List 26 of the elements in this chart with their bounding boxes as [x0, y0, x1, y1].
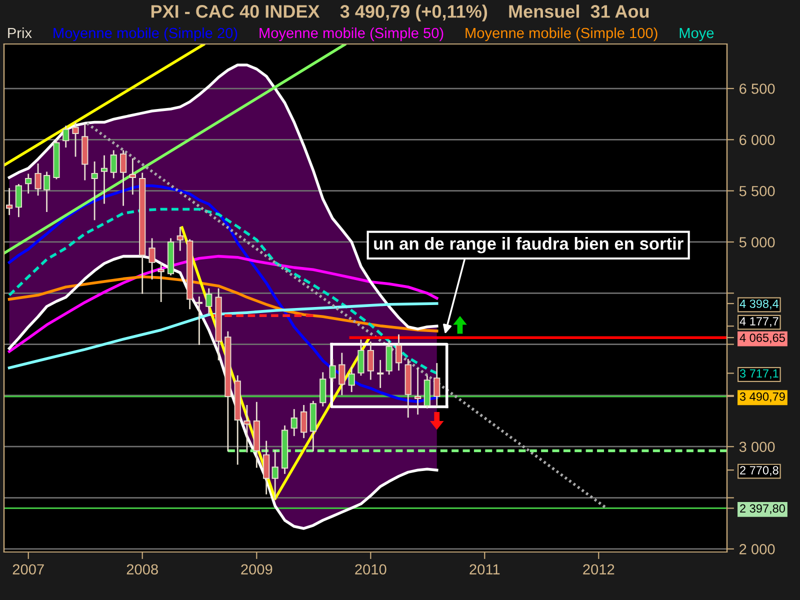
y2-tick-label: 4 398,4 — [740, 300, 779, 310]
y-tick-label: 6 000 — [740, 134, 775, 146]
x-tick-label: 2009 — [241, 564, 272, 575]
text: Moyenne mobile (Simple 100) — [466, 27, 658, 42]
x-tick-label: 2012 — [583, 564, 614, 575]
y2-tick-label: 4 177,7 — [740, 317, 778, 327]
y-tick-label: 6 500 — [740, 84, 775, 94]
x-tick-label: 2008 — [126, 564, 158, 575]
annotation: un an de range il faudra bien en sortir — [374, 237, 684, 254]
x-tick-label: 2011 — [470, 564, 500, 575]
y-tick-label: 5 500 — [739, 186, 775, 196]
y-tick-label: 5 000 — [739, 237, 775, 248]
x-tick-label: 2010 — [355, 564, 386, 575]
x-tick-label: 2007 — [12, 564, 44, 575]
chart-title: PXI - CAC 40 INDEX 3 490,79 (+0,11%) Mensuel 31 Aou — [151, 4, 649, 22]
y2-tick-label: 2 397,80 — [740, 504, 785, 514]
y2-tick-label: 2 770,8 — [740, 466, 778, 476]
text: Moyenne mobile (Simple 20) — [54, 27, 238, 42]
text: Moye — [680, 28, 714, 42]
y2-tick-label: 3 717,1 — [740, 369, 778, 380]
text: Prix — [8, 27, 32, 38]
text: Moyenne mobile (Simple 50) — [260, 27, 444, 42]
y-tick-label: 2 000 — [740, 544, 775, 554]
y-tick-label: 3 000 — [739, 442, 775, 452]
y2-tick-label: 3 490,79 — [740, 392, 785, 402]
y2-tick-label: 4 065,65 — [740, 334, 785, 344]
